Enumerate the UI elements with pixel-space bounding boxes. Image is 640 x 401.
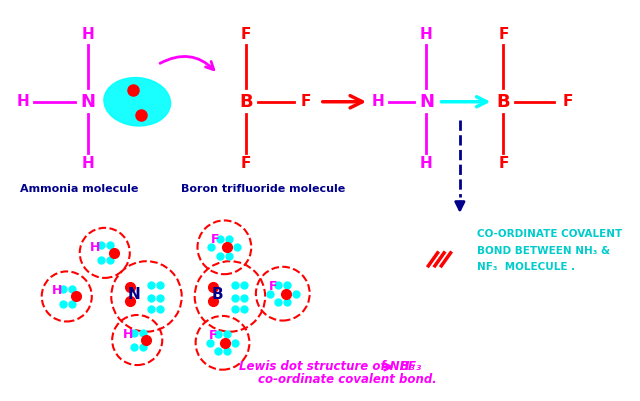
Text: B: B	[239, 93, 253, 111]
Text: H: H	[420, 156, 433, 171]
Text: F: F	[499, 26, 509, 42]
FancyArrowPatch shape	[160, 57, 214, 70]
Text: F: F	[241, 156, 251, 171]
Text: F: F	[269, 280, 278, 293]
Text: H: H	[82, 156, 95, 171]
Text: H: H	[372, 94, 385, 109]
Text: N: N	[419, 93, 434, 111]
Text: H: H	[420, 26, 433, 42]
Ellipse shape	[104, 77, 170, 126]
Text: N: N	[81, 93, 95, 111]
Text: H: H	[52, 284, 63, 298]
Text: F: F	[499, 156, 509, 171]
Text: N: N	[127, 287, 140, 302]
Text: F: F	[211, 233, 220, 246]
Text: Ammonia molecule: Ammonia molecule	[20, 184, 139, 194]
Text: BOND BETWEEN NH₃ &: BOND BETWEEN NH₃ &	[477, 246, 609, 256]
Text: NF₃  MOLECULE .: NF₃ MOLECULE .	[477, 262, 575, 272]
Text: F: F	[562, 94, 573, 109]
Text: B: B	[497, 93, 510, 111]
Text: F: F	[241, 26, 251, 42]
Text: Lewis dot structure of NH₃: Lewis dot structure of NH₃	[239, 360, 415, 373]
Text: H: H	[17, 94, 29, 109]
Text: BF₃: BF₃	[399, 360, 422, 373]
Text: H: H	[82, 26, 95, 42]
Text: F: F	[209, 329, 218, 342]
Text: H: H	[90, 241, 100, 254]
Text: H: H	[123, 328, 133, 341]
Text: co-ordinate covalent bond.: co-ordinate covalent bond.	[258, 373, 436, 387]
Text: CO-ORDINATE COVALENT: CO-ORDINATE COVALENT	[477, 229, 622, 239]
Text: Boron trifluoride molecule: Boron trifluoride molecule	[180, 184, 345, 194]
Text: F: F	[301, 94, 311, 109]
Text: B: B	[211, 287, 223, 302]
